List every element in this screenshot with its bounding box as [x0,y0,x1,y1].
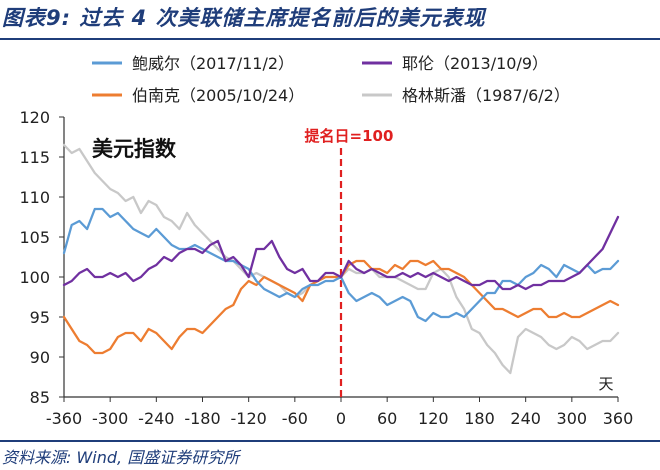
x-tick-label: -300 [92,409,128,428]
x-tick-label: 0 [336,409,346,428]
x-tick-label: -240 [138,409,174,428]
title-rule [0,38,660,40]
x-tick-label: -360 [46,409,82,428]
x-tick-label: -180 [184,409,220,428]
y-tick-label: 100 [19,268,50,287]
y-tick-label: 110 [19,188,50,207]
legend-label-3: 格林斯潘（1987/6/2） [402,86,570,105]
series-line-1 [62,215,620,291]
legend-label-1: 耶伦（2013/10/9） [402,54,548,73]
x-tick-label: 360 [603,409,634,428]
y-tick-label: 120 [19,108,50,127]
y-tick-label: 95 [30,308,50,327]
legend-label-2: 伯南克（2005/10/24） [132,86,304,105]
figure-title: 图表9: 过去 4 次美联储主席提名前后的美元表现 [2,6,486,30]
x-tick-label: -120 [231,409,267,428]
y-tick-label: 105 [19,228,50,247]
in-plot-label: 美元指数 [92,137,177,161]
dollar-index-chart: 85 90 95 100 105 110 115 120 -360 -300 -240 -180 -12… [19,54,634,428]
y-tick-label: 115 [19,148,50,167]
legend-label-0: 鲍威尔（2017/11/2） [132,54,294,73]
y-tick-label: 90 [30,348,50,367]
x-tick-label: 180 [464,409,495,428]
x-tick-label: 120 [418,409,449,428]
nomination-day-annotation: 提名日=100 [305,127,394,145]
x-unit-label: 天 [598,375,613,393]
y-tick-label: 85 [30,388,50,407]
figure-source: 资料来源: Wind, 国盛证券研究所 [2,448,240,467]
x-tick-label: 300 [557,409,588,428]
x-tick-label: 240 [510,409,541,428]
x-tick-label: 60 [377,409,397,428]
x-tick-label: -60 [282,409,308,428]
source-rule [0,440,660,442]
